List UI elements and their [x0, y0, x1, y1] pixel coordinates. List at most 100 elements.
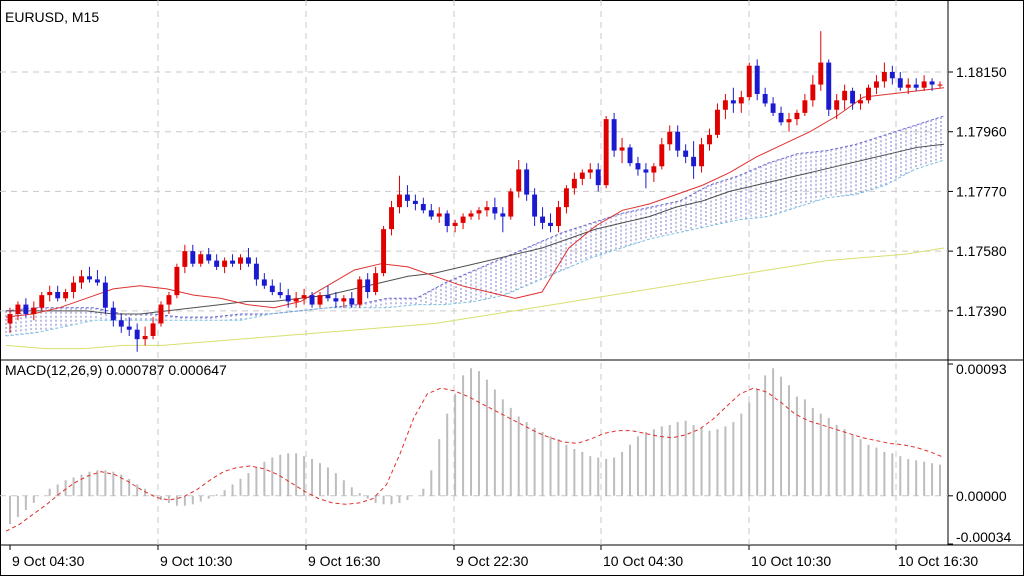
candle-body	[277, 292, 283, 296]
candle-body	[627, 147, 633, 164]
candle-body	[452, 222, 458, 226]
candle-body	[746, 65, 752, 98]
candle-body	[937, 84, 943, 86]
candle-body	[404, 194, 410, 201]
candle-body	[850, 90, 856, 104]
candle-body	[802, 100, 808, 113]
candle-body	[579, 172, 585, 179]
price-tick-label: 1.18150	[956, 64, 1007, 80]
candle-body	[222, 260, 228, 267]
cloud-lower-line	[5, 159, 945, 337]
candle-body	[460, 216, 466, 223]
time-tick-label: 10 Oct 10:30	[751, 553, 831, 569]
candle-body	[293, 298, 299, 302]
candle-body	[15, 304, 21, 314]
macd-pane	[5, 368, 945, 532]
candle-body	[921, 81, 927, 88]
candle-body	[905, 84, 911, 88]
time-tick-label: 9 Oct 04:30	[12, 553, 85, 569]
slow-ma-line	[5, 247, 945, 350]
candle-body	[102, 282, 108, 308]
candle-body	[309, 295, 315, 305]
candle-body	[317, 295, 323, 305]
macd-axis-labels: 0.00093 0.00000 -0.00034	[948, 361, 1011, 545]
candle-body	[492, 207, 498, 214]
candle-body	[889, 72, 895, 79]
candle-body	[786, 119, 792, 123]
macd-tick-label: -0.00034	[956, 529, 1011, 545]
candle-body	[269, 285, 275, 292]
time-tick-label: 10 Oct 16:30	[898, 553, 978, 569]
candle-body	[412, 200, 418, 204]
candle-body	[619, 147, 625, 151]
candle-body	[381, 229, 387, 274]
candle-body	[667, 131, 673, 145]
ichimoku-cloud	[5, 115, 945, 337]
candle-body	[858, 100, 863, 104]
candle-body	[357, 279, 363, 305]
candle-body	[683, 150, 689, 157]
candle-body	[79, 276, 84, 283]
candle-body	[373, 273, 379, 292]
candle-body	[500, 213, 506, 217]
candle-body	[913, 84, 919, 88]
candle-body	[333, 298, 339, 302]
candle-body	[198, 254, 204, 264]
candle-body	[230, 260, 236, 264]
candle-body	[301, 295, 307, 299]
candle-body	[524, 169, 530, 195]
candle-body	[826, 62, 832, 110]
candle-body	[238, 257, 243, 264]
candle-body	[31, 307, 37, 314]
candle-body	[245, 257, 251, 264]
candle-body	[881, 72, 887, 82]
candle-body	[699, 144, 705, 167]
candle-body	[810, 84, 816, 101]
candle-body	[603, 119, 609, 186]
candle-body	[285, 295, 291, 302]
candle-body	[87, 276, 92, 280]
candle-body	[540, 216, 546, 223]
candle-body	[794, 112, 800, 120]
candle-body	[571, 178, 577, 189]
candlesticks	[7, 31, 943, 352]
candle-body	[190, 251, 196, 264]
time-tick-label: 9 Oct 16:30	[308, 553, 381, 569]
candle-body	[158, 304, 164, 324]
candle-body	[389, 207, 394, 230]
candle-body	[55, 292, 61, 299]
candle-body	[444, 213, 450, 226]
candle-body	[476, 210, 482, 214]
macd-tick-label: 0.00093	[956, 361, 1007, 377]
price-tick-label: 1.17390	[956, 303, 1007, 319]
time-axis-labels: 9 Oct 04:30 9 Oct 10:30 9 Oct 16:30 9 Oct 2…	[9, 545, 978, 569]
candle-body	[118, 320, 124, 327]
candle-body	[714, 109, 720, 135]
candle-body	[897, 78, 903, 88]
candle-body	[587, 169, 593, 173]
time-tick-label: 10 Oct 04:30	[603, 553, 683, 569]
candle-body	[206, 254, 212, 261]
candle-body	[428, 210, 434, 217]
candle-body	[71, 282, 77, 292]
candle-body	[651, 166, 657, 173]
candle-body	[397, 194, 402, 208]
candle-body	[253, 263, 259, 280]
candle-body	[770, 103, 776, 113]
candle-body	[47, 292, 53, 296]
candle-body	[126, 326, 132, 330]
candle-body	[7, 314, 13, 324]
candle-body	[659, 144, 665, 167]
candle-body	[754, 65, 760, 94]
macd-label: MACD(12,26,9) 0.000787 0.000647	[5, 362, 227, 378]
candle-body	[349, 298, 355, 305]
candle-body	[94, 279, 100, 283]
chart-title: EURUSD, M15	[5, 9, 99, 25]
candle-body	[174, 266, 180, 296]
candle-body	[548, 222, 553, 226]
candle-body	[468, 213, 474, 217]
fast-ma-line	[5, 87, 945, 318]
candle-body	[63, 292, 69, 299]
